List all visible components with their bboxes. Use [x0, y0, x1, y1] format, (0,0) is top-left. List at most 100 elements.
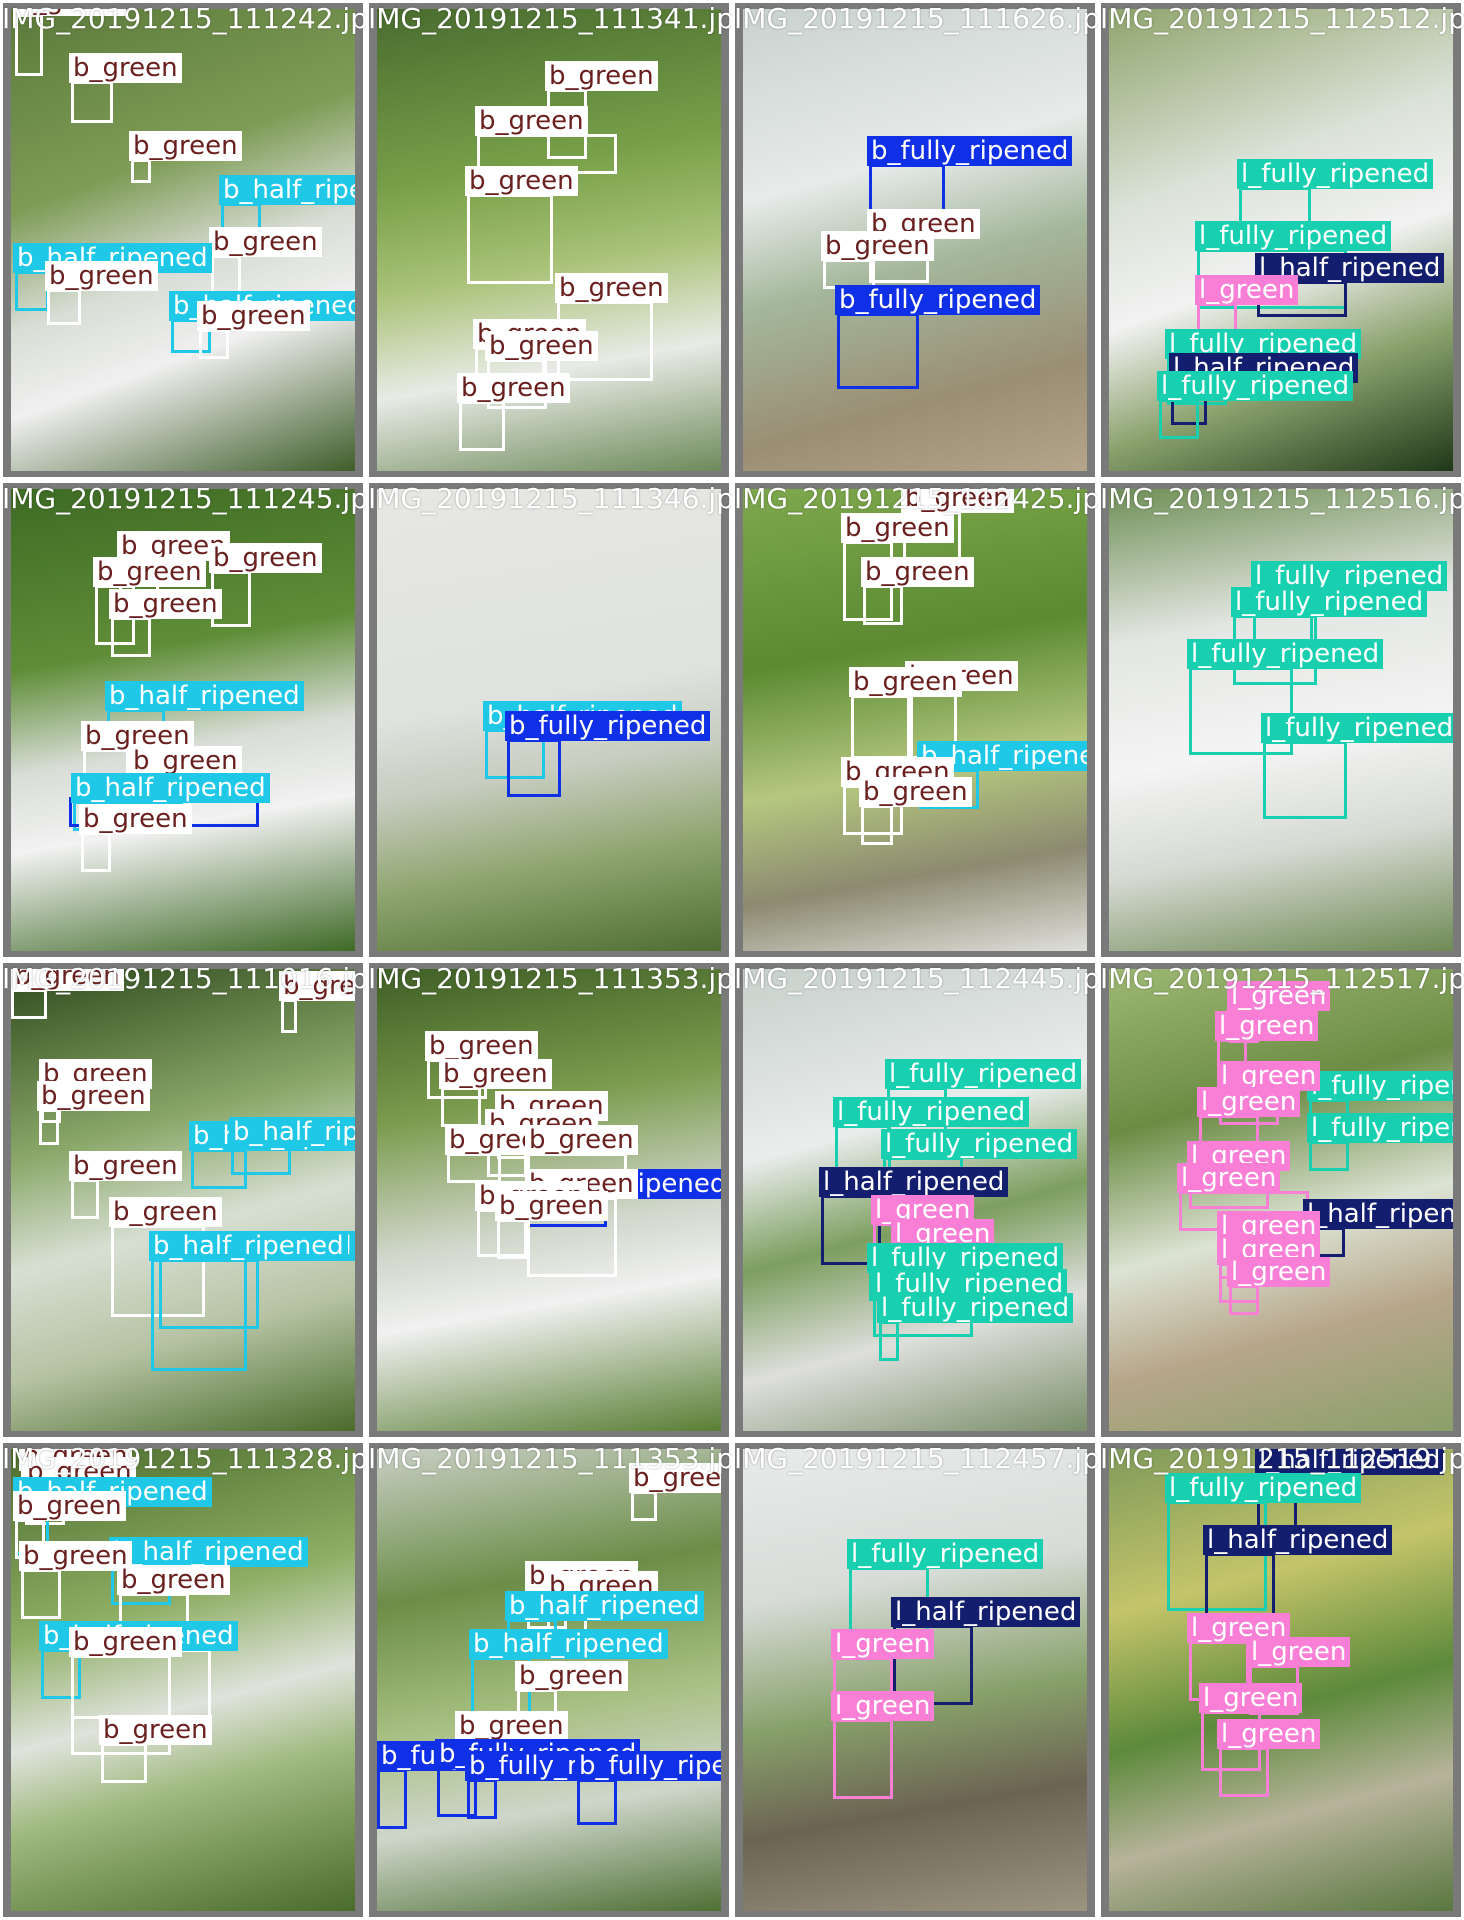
detection-box: [447, 1153, 501, 1183]
detection-label: b_fully_ripened: [867, 136, 1073, 166]
detection-label: l_fully_ripened: [1195, 221, 1392, 251]
detection-label: b_green: [99, 1715, 212, 1745]
detection-box: [441, 1087, 481, 1127]
image-tile: l_greenl_greenl_fully_ripenedl_greenl_gr…: [1098, 960, 1464, 1440]
detection-box: [39, 1109, 59, 1145]
detection-label: b_green: [279, 971, 355, 1001]
detection-box: [851, 695, 913, 759]
detection-label: b_half_ripened: [71, 773, 270, 803]
detection-box: [1229, 1285, 1259, 1315]
detection-label: l_fully_ripened: [833, 1097, 1030, 1127]
detection-box: [281, 999, 297, 1033]
detection-label: b_green: [629, 1463, 721, 1493]
detection-label: b_green: [197, 301, 310, 331]
detection-label: l_green: [1177, 1163, 1281, 1193]
detection-label: b_green: [465, 166, 578, 196]
detection-label: l_fully_ripened: [1165, 1473, 1362, 1503]
detection-label: l_green: [831, 1691, 935, 1721]
filename-caption: IMG_20191215_112425.jpg: [734, 482, 1098, 515]
detection-label: l_fully_ripened: [1187, 639, 1384, 669]
detection-label: b_green: [93, 557, 206, 587]
filename-caption: IMG_20191215_111353.jpg: [368, 962, 732, 995]
detection-label: b_green: [455, 1711, 568, 1741]
detection-label: l_green: [1217, 1061, 1321, 1091]
detection-box: [467, 1779, 497, 1819]
detection-label: b_green: [859, 777, 972, 807]
detection-box: [837, 313, 919, 389]
detection-label: b_green: [545, 61, 658, 91]
detection-box: [631, 1491, 657, 1521]
detection-box: [15, 271, 49, 311]
image-tile: b_greenb_greenb_greenb_greenb_greenb_hal…: [732, 480, 1098, 960]
detection-label: l_fully_ripened: [1237, 159, 1434, 189]
detection-label: b_green: [439, 1059, 552, 1089]
detection-label: l_green: [1227, 981, 1331, 1011]
image-tile: b_greenb_greenb_greenb_greenb_half_ripen…: [0, 960, 366, 1440]
detection-label: b_green: [861, 557, 974, 587]
detection-label: b_green: [475, 106, 588, 136]
tomato-photo: b_fully_ripened b_green b_green b_fully_rip…: [743, 9, 1087, 471]
detection-box: [111, 617, 151, 657]
filename-caption: IMG_20191215_112445.jpg: [734, 962, 1098, 995]
detection-label: b_half_ripened: [219, 175, 355, 205]
detection-box: [377, 1769, 407, 1829]
tomato-photo: l_fully_ripened l_fully_ripened l_fully_ri…: [743, 969, 1087, 1431]
detection-label: l_fully_ripened: [867, 1243, 1064, 1273]
detection-label: b_green: [495, 1191, 608, 1221]
image-tile: l_fully_ripened l_half_ripened l_green l_gr…: [732, 1440, 1098, 1920]
filename-caption: IMG_20191215_112516.jpg: [1100, 482, 1464, 515]
detection-box: [21, 1569, 61, 1619]
detection-label: b_green: [19, 1541, 132, 1571]
detection-label: l_green: [1199, 1683, 1303, 1713]
filename-caption: IMG_20191215_111245.jpg: [2, 482, 366, 515]
detection-label: b_green: [45, 261, 158, 291]
filename-caption: IMG_20191215_112512.jpg: [1100, 2, 1464, 35]
image-tile: l_fully_ripened l_fully_ripened l_half_rip…: [1098, 0, 1464, 480]
tomato-photo: l_greenl_greenl_fully_ripenedl_greenl_gr…: [1109, 969, 1453, 1431]
detection-label: b_green: [69, 1151, 182, 1181]
detection-label: l_half_ripened: [819, 1167, 1009, 1197]
detection-box: [861, 805, 893, 845]
tomato-photo: b_greenb_greenb_greenb_greenb_half_ripen…: [11, 969, 355, 1431]
tomato-photo: b_green b_green b_green b_green b_green b_gre…: [377, 9, 721, 471]
detection-label: l_half_ripened: [891, 1597, 1081, 1627]
detection-label: b_green: [525, 1125, 638, 1155]
detection-label: b_green: [109, 589, 222, 619]
image-tile: l_fully_ripened l_fully_ripened l_fully_ri…: [1098, 480, 1464, 960]
detection-label: b_half_ripened: [149, 1231, 348, 1261]
detection-label: b_green: [79, 804, 192, 834]
tomato-photo: b_green b_green b_green b_green b_green b_gre…: [377, 969, 721, 1431]
detection-box: [71, 81, 113, 123]
detection-label: l_green: [1195, 275, 1299, 305]
filename-caption: IMG_20191215_112517.jpg: [1100, 962, 1464, 995]
detection-label: l_fully_ripened: [1307, 1071, 1453, 1101]
detection-label: l_green: [1197, 1087, 1301, 1117]
detection-label: b_green: [425, 1031, 538, 1061]
detection-box: [507, 739, 561, 797]
detection-label: l_green: [1187, 1613, 1291, 1643]
detection-box: [1219, 1747, 1269, 1797]
detection-label: b_green: [129, 746, 242, 776]
tomato-photo: b_greenb_greenb_greenb_greenb_greenb_hal…: [743, 489, 1087, 951]
detection-label: b_green: [117, 1565, 230, 1595]
image-tile: l_fully_ripened l_fully_ripened l_fully_ri…: [732, 960, 1098, 1440]
detection-box: [211, 255, 241, 295]
detection-box: [1263, 741, 1347, 819]
detection-label: b_green: [13, 9, 126, 16]
detection-label: l_green: [1227, 1257, 1331, 1287]
detection-label: l_fully_ripened: [1157, 371, 1354, 401]
image-tile: b_green b_green b_green b_green b_green b_gre…: [366, 0, 732, 480]
detection-label: b_fully_ripened: [505, 711, 711, 741]
image-tile: b_greenb_greenb_greenb_half_ripenedb_hal…: [366, 1440, 732, 1920]
detection-label: b_half_ripened: [229, 1117, 355, 1147]
detection-label: l_half_ripened: [1303, 1199, 1453, 1229]
detection-box: [1159, 399, 1199, 439]
detection-label: l_fully_ripened: [885, 1059, 1082, 1089]
detection-label: b_green: [69, 53, 182, 83]
detection-label: b_fully_ripened: [575, 1751, 721, 1781]
detection-label: b_half_ripened: [105, 681, 304, 711]
filename-caption: IMG_20191215_112519.jpg: [1100, 1442, 1464, 1475]
